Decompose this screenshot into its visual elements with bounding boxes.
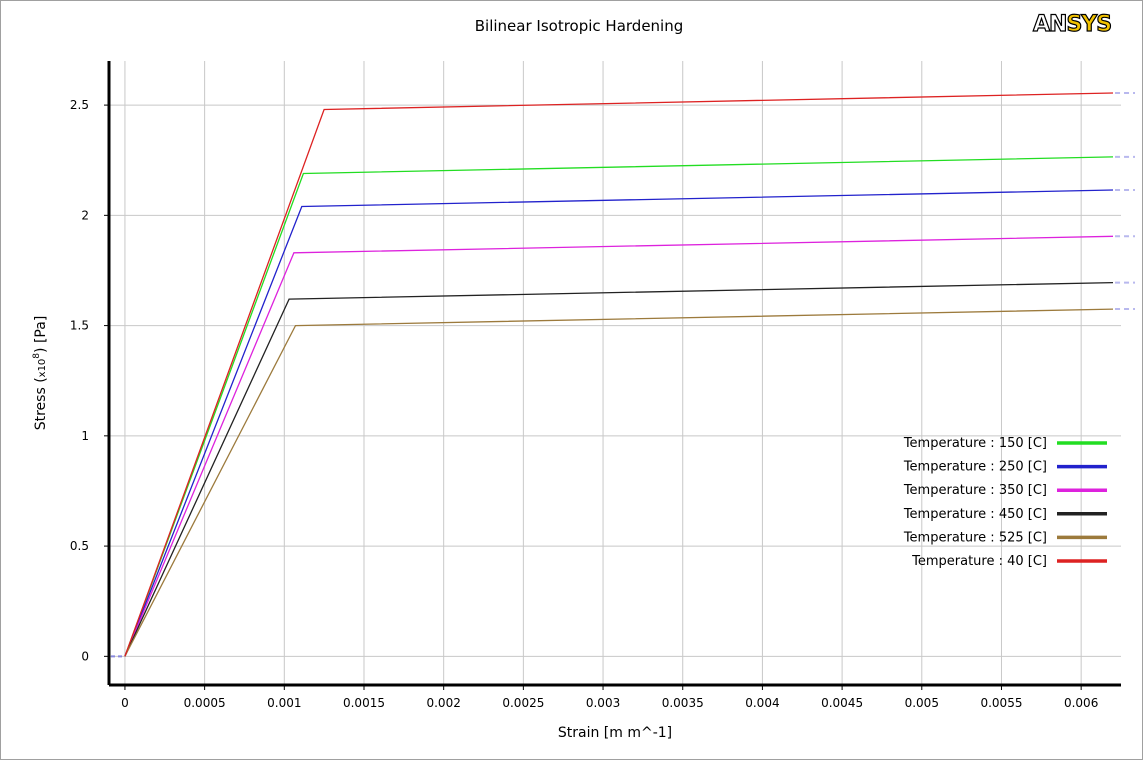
x-tick-label: 0.001 — [267, 696, 301, 710]
ansys-logo: ANSYS — [1032, 11, 1112, 37]
legend-label: Temperature : 350 [C] — [903, 483, 1047, 498]
series-line — [124, 308, 1114, 657]
legend-label: Temperature : 150 [C] — [903, 436, 1047, 451]
legend-label: Temperature : 40 [C] — [911, 554, 1047, 569]
y-axis-label-end: ) [Pa] — [33, 316, 49, 353]
x-tick-label: 0.002 — [426, 696, 460, 710]
x-tick-label: 0.0025 — [502, 696, 544, 710]
x-tick-label: 0 — [121, 696, 129, 710]
x-tick-label: 0.0015 — [343, 696, 385, 710]
x-tick-label: 0.005 — [905, 696, 939, 710]
logo-text-accent: SYS — [1066, 12, 1111, 37]
y-tick-labels: 0 0.5 1 1.5 2 2.5 — [70, 98, 89, 663]
series-line — [124, 92, 1114, 657]
x-tick-label: 0.0005 — [184, 696, 226, 710]
y-axis-label: Stress (x108) [Pa] — [32, 316, 49, 431]
x-tick-label: 0.004 — [745, 696, 779, 710]
y-tick-label: 1 — [81, 429, 89, 443]
logo-text-main: AN — [1033, 12, 1066, 37]
x-tick-label: 0.006 — [1064, 696, 1098, 710]
legend-label: Temperature : 450 [C] — [903, 507, 1047, 522]
x-axis-label: Strain [m m^-1] — [558, 725, 672, 741]
svg-text:ANSYS: ANSYS — [1033, 12, 1111, 37]
y-axis-label-exp: 8 — [32, 353, 42, 359]
y-tick-label: 1.5 — [70, 319, 89, 333]
legend-label: Temperature : 250 [C] — [903, 460, 1047, 475]
y-tick-label: 2.5 — [70, 98, 89, 112]
y-axis-label-main: Stress ( — [33, 377, 49, 430]
x-tick-label: 0.003 — [586, 696, 620, 710]
y-tick-label: 2 — [81, 208, 89, 222]
y-tick-label: 0 — [81, 649, 89, 663]
x-tick-label: 0.0045 — [821, 696, 863, 710]
y-axis-label-scale: x10 — [37, 359, 48, 378]
series-lines — [124, 92, 1114, 657]
chart-title: Bilinear Isotropic Hardening — [475, 17, 684, 35]
axes — [104, 61, 1121, 690]
x-tick-labels: 0 0.0005 0.001 0.0015 0.002 0.0025 0.003 0.0035… — [121, 696, 1098, 710]
series-line — [124, 235, 1114, 657]
series-line — [124, 189, 1114, 657]
x-tick-label: 0.0035 — [662, 696, 704, 710]
legend-label: Temperature : 525 [C] — [903, 530, 1047, 545]
series-extension-marks — [111, 91, 1135, 658]
legend: Temperature : 150 [C] Temperature : 250 [… — [903, 436, 1107, 569]
series-line — [124, 156, 1114, 657]
series-line — [124, 281, 1114, 657]
grid — [109, 61, 1121, 685]
y-tick-label: 0.5 — [70, 539, 89, 553]
x-tick-label: 0.0055 — [980, 696, 1022, 710]
